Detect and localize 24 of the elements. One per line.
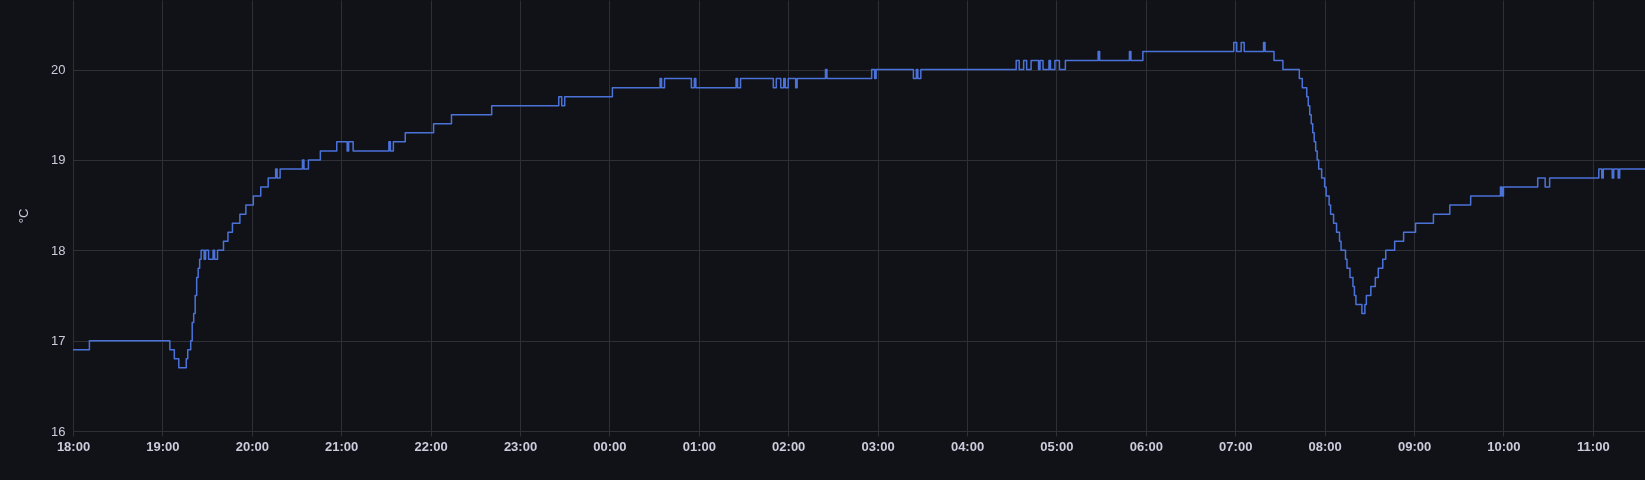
y-tick-label: 18 — [51, 242, 66, 258]
x-tick-label: 22:00 — [414, 438, 448, 454]
x-tick-label: 04:00 — [950, 438, 985, 454]
y-tick-label: 16 — [51, 423, 66, 439]
x-tick-label: 23:00 — [503, 438, 538, 454]
x-tick-label: 21:00 — [325, 438, 359, 454]
y-tick-label: 17 — [51, 333, 66, 349]
x-tick-label: 00:00 — [593, 438, 627, 454]
x-tick-label: 07:00 — [1219, 438, 1253, 454]
x-tick-label: 10:00 — [1487, 438, 1521, 454]
x-tick-label: 05:00 — [1040, 438, 1074, 454]
x-tick-label: 09:00 — [1397, 438, 1432, 454]
x-tick-label: 20:00 — [235, 438, 269, 454]
x-tick-label: 19:00 — [146, 438, 180, 454]
x-tick-label: 01:00 — [682, 438, 716, 454]
x-tick-label: 02:00 — [772, 438, 806, 454]
x-tick-label: 06:00 — [1129, 438, 1163, 454]
x-tick-label: 03:00 — [861, 438, 895, 454]
y-axis-title: °C — [16, 208, 32, 224]
y-tick-label: 19 — [51, 152, 66, 168]
y-tick-label: 20 — [51, 62, 66, 78]
x-tick-label: 11:00 — [1577, 438, 1610, 454]
x-tick-label: 08:00 — [1308, 438, 1342, 454]
x-tick-label: 18:00 — [56, 438, 91, 454]
